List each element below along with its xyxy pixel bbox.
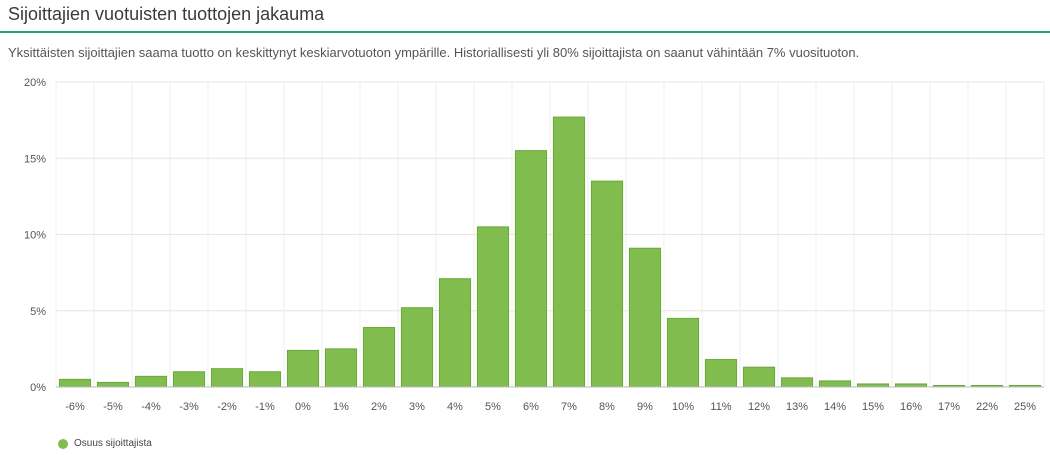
- bar[interactable]: [590, 180, 624, 388]
- bar[interactable]: [818, 380, 852, 388]
- bar[interactable]: [628, 247, 662, 388]
- x-tick-label: -6%: [65, 401, 85, 413]
- x-tick-label: 9%: [637, 401, 653, 413]
- x-tick-label: -3%: [179, 401, 199, 413]
- y-tick-label: 5%: [30, 306, 46, 318]
- bar[interactable]: [514, 150, 548, 388]
- bar[interactable]: [704, 359, 738, 388]
- x-tick-label: 14%: [824, 401, 846, 413]
- x-tick-label: 8%: [599, 401, 615, 413]
- title-divider: [0, 31, 1050, 33]
- bar[interactable]: [324, 348, 358, 388]
- chart-title: Sijoittajien vuotuisten tuottojen jakaum…: [8, 4, 325, 24]
- x-tick-label: 7%: [561, 401, 577, 413]
- x-tick-label: 17%: [938, 401, 960, 413]
- x-tick-label: -5%: [103, 401, 123, 413]
- x-tick-label: 15%: [862, 401, 884, 413]
- x-tick-label: 6%: [523, 401, 539, 413]
- legend-marker-icon: [58, 438, 68, 449]
- bar[interactable]: [780, 377, 814, 388]
- y-tick-label: 15%: [24, 153, 46, 165]
- y-tick-label: 10%: [24, 230, 46, 242]
- bar[interactable]: [400, 307, 434, 388]
- y-tick-label: 20%: [24, 77, 46, 89]
- chart-description: Yksittäisten sijoittajien saama tuotto o…: [8, 45, 860, 60]
- bar[interactable]: [210, 368, 244, 388]
- bar[interactable]: [286, 349, 320, 388]
- x-tick-label: 3%: [409, 401, 425, 413]
- bar[interactable]: [666, 317, 700, 388]
- x-tick-label: 13%: [786, 401, 808, 413]
- y-tick-label: 0%: [30, 382, 46, 394]
- bar[interactable]: [742, 366, 776, 388]
- x-tick-label: 1%: [333, 401, 349, 413]
- bar[interactable]: [362, 327, 396, 388]
- legend-label: Osuus sijoittajista: [74, 438, 152, 449]
- bar[interactable]: [476, 226, 510, 388]
- bar[interactable]: [248, 371, 282, 388]
- x-tick-label: 5%: [485, 401, 501, 413]
- bar[interactable]: [58, 378, 92, 388]
- x-tick-label: 0%: [295, 401, 311, 413]
- x-tick-label: 12%: [748, 401, 770, 413]
- x-tick-label: 4%: [447, 401, 463, 413]
- bar[interactable]: [134, 375, 168, 388]
- bar[interactable]: [96, 381, 130, 388]
- x-tick-label: -1%: [255, 401, 275, 413]
- x-tick-label: 16%: [900, 401, 922, 413]
- x-tick-label: 11%: [710, 401, 731, 413]
- x-tick-label: 2%: [371, 401, 387, 413]
- bar[interactable]: [438, 278, 472, 388]
- x-tick-label: 10%: [672, 401, 694, 413]
- bar[interactable]: [552, 116, 586, 388]
- bar-chart: 0% 5% 10% 15% 20% -6% -5% -4% -3% -2% -1% 0% 1% 2% 3% 4…: [24, 77, 1045, 413]
- x-tick-label: -4%: [141, 401, 161, 413]
- x-tick-label: -2%: [217, 401, 237, 413]
- bar[interactable]: [172, 371, 206, 388]
- x-tick-label: 22%: [976, 401, 998, 413]
- legend[interactable]: Osuus sijoittajista: [58, 438, 152, 449]
- x-tick-label: 25%: [1014, 401, 1036, 413]
